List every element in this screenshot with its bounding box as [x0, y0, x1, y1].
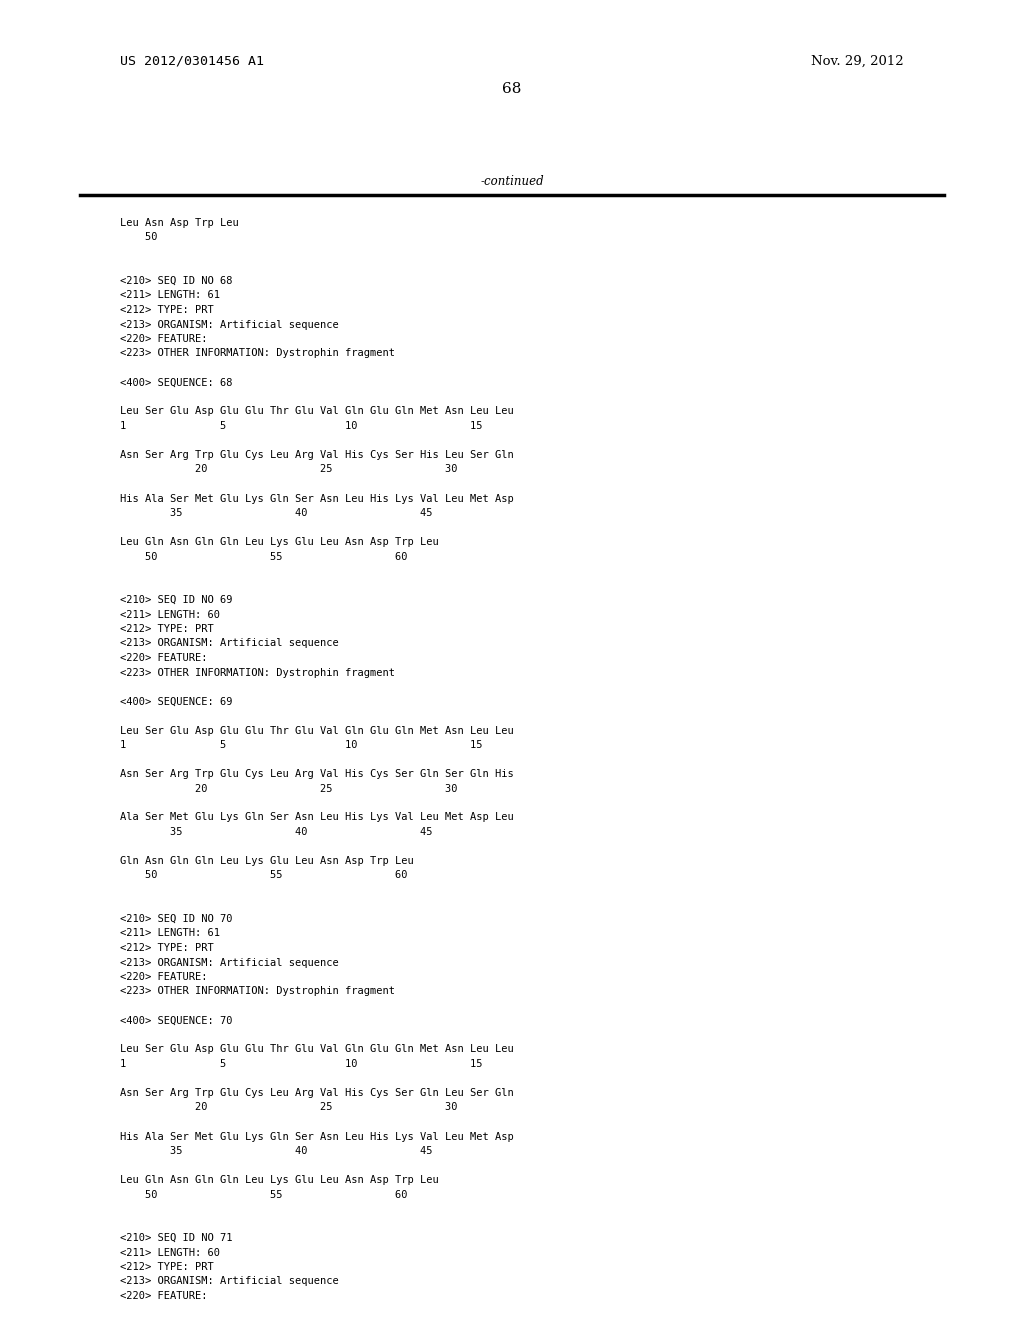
Text: 1               5                   10                  15: 1 5 10 15: [120, 741, 482, 750]
Text: 35                  40                  45: 35 40 45: [120, 508, 432, 517]
Text: <212> TYPE: PRT: <212> TYPE: PRT: [120, 942, 214, 953]
Text: <212> TYPE: PRT: <212> TYPE: PRT: [120, 305, 214, 315]
Text: 68: 68: [503, 82, 521, 96]
Text: <211> LENGTH: 61: <211> LENGTH: 61: [120, 928, 220, 939]
Text: Gln Asn Gln Gln Leu Lys Glu Leu Asn Asp Trp Leu: Gln Asn Gln Gln Leu Lys Glu Leu Asn Asp …: [120, 855, 414, 866]
Text: -continued: -continued: [480, 176, 544, 187]
Text: Asn Ser Arg Trp Glu Cys Leu Arg Val His Cys Ser Gln Ser Gln His: Asn Ser Arg Trp Glu Cys Leu Arg Val His …: [120, 770, 514, 779]
Text: <223> OTHER INFORMATION: Dystrophin fragment: <223> OTHER INFORMATION: Dystrophin frag…: [120, 986, 395, 997]
Text: His Ala Ser Met Glu Lys Gln Ser Asn Leu His Lys Val Leu Met Asp: His Ala Ser Met Glu Lys Gln Ser Asn Leu …: [120, 1131, 514, 1142]
Text: Leu Ser Glu Asp Glu Glu Thr Glu Val Gln Glu Gln Met Asn Leu Leu: Leu Ser Glu Asp Glu Glu Thr Glu Val Gln …: [120, 726, 514, 735]
Text: <210> SEQ ID NO 68: <210> SEQ ID NO 68: [120, 276, 232, 286]
Text: Leu Ser Glu Asp Glu Glu Thr Glu Val Gln Glu Gln Met Asn Leu Leu: Leu Ser Glu Asp Glu Glu Thr Glu Val Gln …: [120, 407, 514, 417]
Text: 35                  40                  45: 35 40 45: [120, 828, 432, 837]
Text: 1               5                   10                  15: 1 5 10 15: [120, 421, 482, 432]
Text: Asn Ser Arg Trp Glu Cys Leu Arg Val His Cys Ser Gln Leu Ser Gln: Asn Ser Arg Trp Glu Cys Leu Arg Val His …: [120, 1088, 514, 1098]
Text: <220> FEATURE:: <220> FEATURE:: [120, 653, 208, 663]
Text: <212> TYPE: PRT: <212> TYPE: PRT: [120, 1262, 214, 1272]
Text: Leu Ser Glu Asp Glu Glu Thr Glu Val Gln Glu Gln Met Asn Leu Leu: Leu Ser Glu Asp Glu Glu Thr Glu Val Gln …: [120, 1044, 514, 1055]
Text: <213> ORGANISM: Artificial sequence: <213> ORGANISM: Artificial sequence: [120, 319, 339, 330]
Text: <211> LENGTH: 60: <211> LENGTH: 60: [120, 610, 220, 619]
Text: <213> ORGANISM: Artificial sequence: <213> ORGANISM: Artificial sequence: [120, 639, 339, 648]
Text: Nov. 29, 2012: Nov. 29, 2012: [811, 55, 904, 69]
Text: <210> SEQ ID NO 71: <210> SEQ ID NO 71: [120, 1233, 232, 1243]
Text: <210> SEQ ID NO 70: <210> SEQ ID NO 70: [120, 913, 232, 924]
Text: <220> FEATURE:: <220> FEATURE:: [120, 1291, 208, 1302]
Text: <223> OTHER INFORMATION: Dystrophin fragment: <223> OTHER INFORMATION: Dystrophin frag…: [120, 668, 395, 677]
Text: <400> SEQUENCE: 70: <400> SEQUENCE: 70: [120, 1015, 232, 1026]
Text: 50                  55                  60: 50 55 60: [120, 870, 408, 880]
Text: 20                  25                  30: 20 25 30: [120, 1102, 458, 1113]
Text: 50                  55                  60: 50 55 60: [120, 1189, 408, 1200]
Text: <210> SEQ ID NO 69: <210> SEQ ID NO 69: [120, 595, 232, 605]
Text: <220> FEATURE:: <220> FEATURE:: [120, 334, 208, 345]
Text: 1               5                   10                  15: 1 5 10 15: [120, 1059, 482, 1069]
Text: Leu Asn Asp Trp Leu: Leu Asn Asp Trp Leu: [120, 218, 239, 228]
Text: <400> SEQUENCE: 69: <400> SEQUENCE: 69: [120, 697, 232, 706]
Text: 50                  55                  60: 50 55 60: [120, 552, 408, 561]
Text: <211> LENGTH: 61: <211> LENGTH: 61: [120, 290, 220, 301]
Text: <400> SEQUENCE: 68: <400> SEQUENCE: 68: [120, 378, 232, 388]
Text: <213> ORGANISM: Artificial sequence: <213> ORGANISM: Artificial sequence: [120, 1276, 339, 1287]
Text: US 2012/0301456 A1: US 2012/0301456 A1: [120, 55, 264, 69]
Text: <223> OTHER INFORMATION: Dystrophin fragment: <223> OTHER INFORMATION: Dystrophin frag…: [120, 348, 395, 359]
Text: Leu Gln Asn Gln Gln Leu Lys Glu Leu Asn Asp Trp Leu: Leu Gln Asn Gln Gln Leu Lys Glu Leu Asn …: [120, 1175, 438, 1185]
Text: Asn Ser Arg Trp Glu Cys Leu Arg Val His Cys Ser His Leu Ser Gln: Asn Ser Arg Trp Glu Cys Leu Arg Val His …: [120, 450, 514, 459]
Text: Leu Gln Asn Gln Gln Leu Lys Glu Leu Asn Asp Trp Leu: Leu Gln Asn Gln Gln Leu Lys Glu Leu Asn …: [120, 537, 438, 546]
Text: 20                  25                  30: 20 25 30: [120, 784, 458, 793]
Text: <213> ORGANISM: Artificial sequence: <213> ORGANISM: Artificial sequence: [120, 957, 339, 968]
Text: Ala Ser Met Glu Lys Gln Ser Asn Leu His Lys Val Leu Met Asp Leu: Ala Ser Met Glu Lys Gln Ser Asn Leu His …: [120, 813, 514, 822]
Text: 35                  40                  45: 35 40 45: [120, 1146, 432, 1156]
Text: 50: 50: [120, 232, 158, 243]
Text: <211> LENGTH: 60: <211> LENGTH: 60: [120, 1247, 220, 1258]
Text: <220> FEATURE:: <220> FEATURE:: [120, 972, 208, 982]
Text: His Ala Ser Met Glu Lys Gln Ser Asn Leu His Lys Val Leu Met Asp: His Ala Ser Met Glu Lys Gln Ser Asn Leu …: [120, 494, 514, 503]
Text: 20                  25                  30: 20 25 30: [120, 465, 458, 474]
Text: <212> TYPE: PRT: <212> TYPE: PRT: [120, 624, 214, 634]
